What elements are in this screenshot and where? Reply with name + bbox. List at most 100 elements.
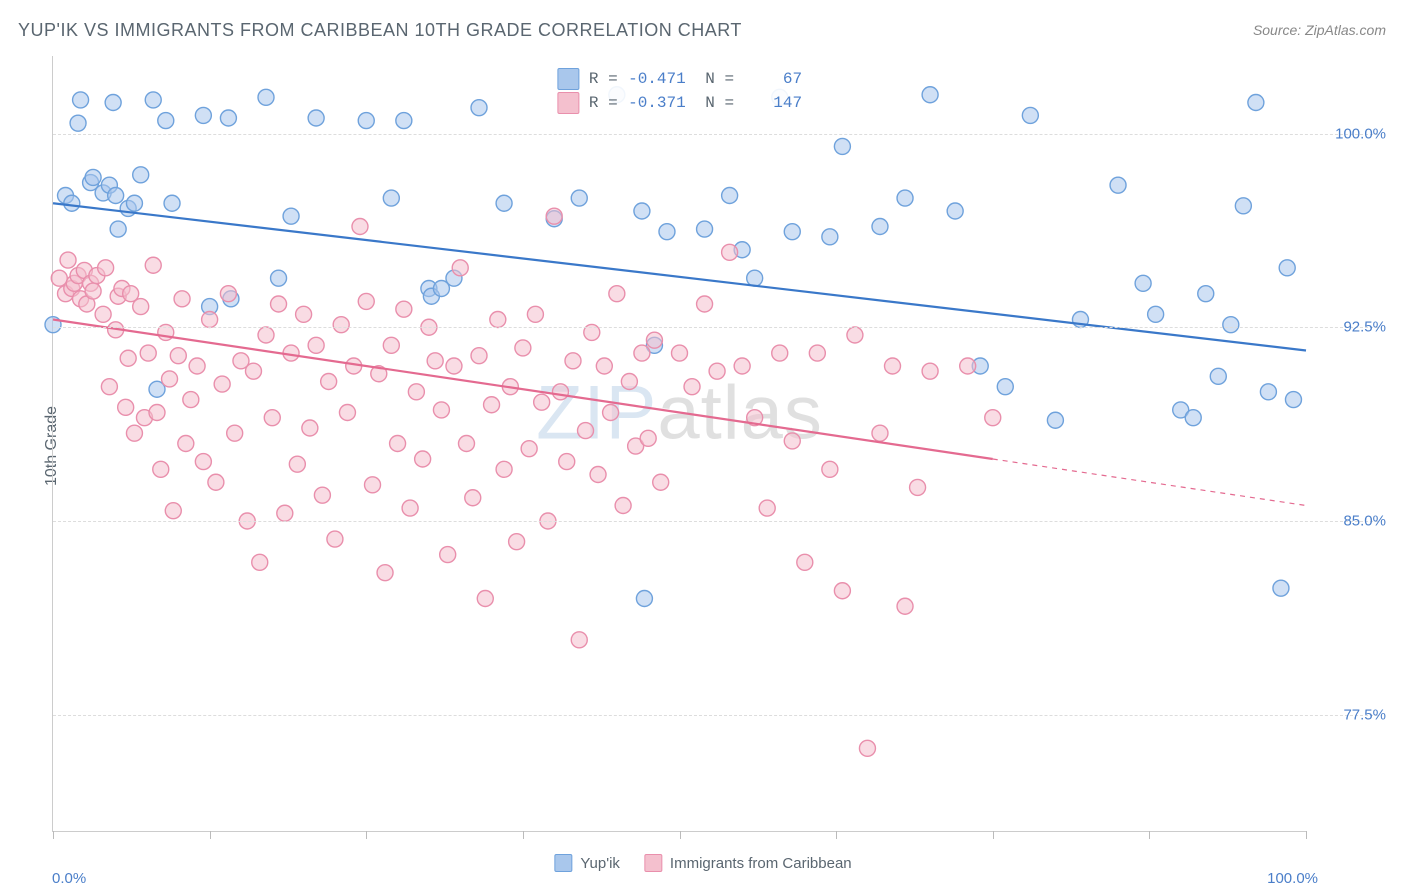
data-point	[70, 115, 86, 131]
data-point	[390, 436, 406, 452]
data-point	[164, 195, 180, 211]
data-point	[922, 87, 938, 103]
data-point	[383, 337, 399, 353]
data-point	[521, 441, 537, 457]
data-point	[885, 358, 901, 374]
data-point	[565, 353, 581, 369]
data-point	[1248, 95, 1264, 111]
data-point	[897, 598, 913, 614]
data-point	[433, 402, 449, 418]
data-point	[227, 425, 243, 441]
data-point	[183, 392, 199, 408]
data-point	[1110, 177, 1126, 193]
data-point	[672, 345, 688, 361]
data-point	[640, 430, 656, 446]
data-point	[1198, 286, 1214, 302]
data-point	[1273, 580, 1289, 596]
x-tick	[1306, 831, 1307, 839]
data-point	[321, 374, 337, 390]
x-tick-first: 0.0%	[52, 870, 86, 887]
data-point	[383, 190, 399, 206]
data-point	[220, 286, 236, 302]
legend-label: Immigrants from Caribbean	[670, 855, 852, 872]
data-point	[64, 195, 80, 211]
correlation-legend-row: R =-0.471 N =67	[557, 68, 802, 90]
data-point	[759, 500, 775, 516]
data-point	[85, 283, 101, 299]
data-point	[73, 92, 89, 108]
data-point	[659, 224, 675, 240]
data-point	[465, 490, 481, 506]
data-point	[245, 363, 261, 379]
y-tick-label: 92.5%	[1343, 319, 1386, 336]
data-point	[277, 505, 293, 521]
legend-swatch	[644, 854, 662, 872]
data-point	[333, 317, 349, 333]
data-point	[747, 270, 763, 286]
data-point	[922, 363, 938, 379]
source-attribution: Source: ZipAtlas.com	[1253, 22, 1386, 38]
data-point	[162, 371, 178, 387]
data-point	[214, 376, 230, 392]
data-point	[120, 350, 136, 366]
data-point	[527, 306, 543, 322]
x-tick	[680, 831, 681, 839]
data-point	[772, 345, 788, 361]
data-point	[446, 358, 462, 374]
data-point	[1185, 410, 1201, 426]
data-point	[471, 100, 487, 116]
data-point	[195, 454, 211, 470]
legend-swatch	[557, 92, 579, 114]
data-point	[408, 384, 424, 400]
data-point	[471, 348, 487, 364]
data-point	[95, 306, 111, 322]
chart-container: YUP'IK VS IMMIGRANTS FROM CARIBBEAN 10TH…	[0, 0, 1406, 892]
data-point	[296, 306, 312, 322]
data-point	[314, 487, 330, 503]
data-point	[415, 451, 431, 467]
data-point	[490, 312, 506, 328]
data-point	[358, 113, 374, 129]
data-point	[534, 394, 550, 410]
gridline	[53, 327, 1378, 328]
x-tick	[1149, 831, 1150, 839]
data-point	[797, 554, 813, 570]
data-point	[897, 190, 913, 206]
gridline	[53, 134, 1378, 135]
data-point	[427, 353, 443, 369]
data-point	[697, 221, 713, 237]
data-point	[377, 565, 393, 581]
data-point	[202, 312, 218, 328]
n-label: N =	[696, 70, 734, 88]
data-point	[195, 107, 211, 123]
legend-swatch	[557, 68, 579, 90]
data-point	[145, 257, 161, 273]
data-point	[1047, 412, 1063, 428]
data-point	[578, 423, 594, 439]
n-value: 147	[744, 94, 802, 112]
data-point	[133, 167, 149, 183]
x-tick	[210, 831, 211, 839]
data-point	[636, 591, 652, 607]
data-point	[110, 221, 126, 237]
data-point	[1260, 384, 1276, 400]
data-point	[149, 405, 165, 421]
trend-line-extrapolated	[993, 459, 1306, 506]
x-tick	[523, 831, 524, 839]
data-point	[308, 110, 324, 126]
data-point	[1235, 198, 1251, 214]
data-point	[126, 195, 142, 211]
legend-item: Yup'ik	[554, 854, 620, 872]
data-point	[365, 477, 381, 493]
series-legend: Yup'ik Immigrants from Caribbean	[554, 854, 851, 872]
data-point	[859, 740, 875, 756]
data-point	[458, 436, 474, 452]
data-point	[452, 260, 468, 276]
data-point	[98, 260, 114, 276]
data-point	[1279, 260, 1295, 276]
data-point	[440, 547, 456, 563]
data-point	[258, 89, 274, 105]
data-point	[85, 169, 101, 185]
data-point	[653, 474, 669, 490]
data-point	[220, 110, 236, 126]
